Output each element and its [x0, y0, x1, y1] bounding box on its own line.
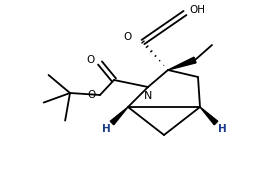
Text: H: H [102, 124, 110, 134]
Text: O: O [87, 55, 95, 65]
Text: OH: OH [189, 5, 205, 15]
Polygon shape [200, 107, 218, 125]
Text: H: H [218, 124, 226, 134]
Polygon shape [168, 57, 196, 70]
Text: O: O [88, 90, 96, 100]
Text: N: N [144, 91, 152, 101]
Polygon shape [110, 107, 128, 125]
Text: O: O [123, 32, 131, 42]
